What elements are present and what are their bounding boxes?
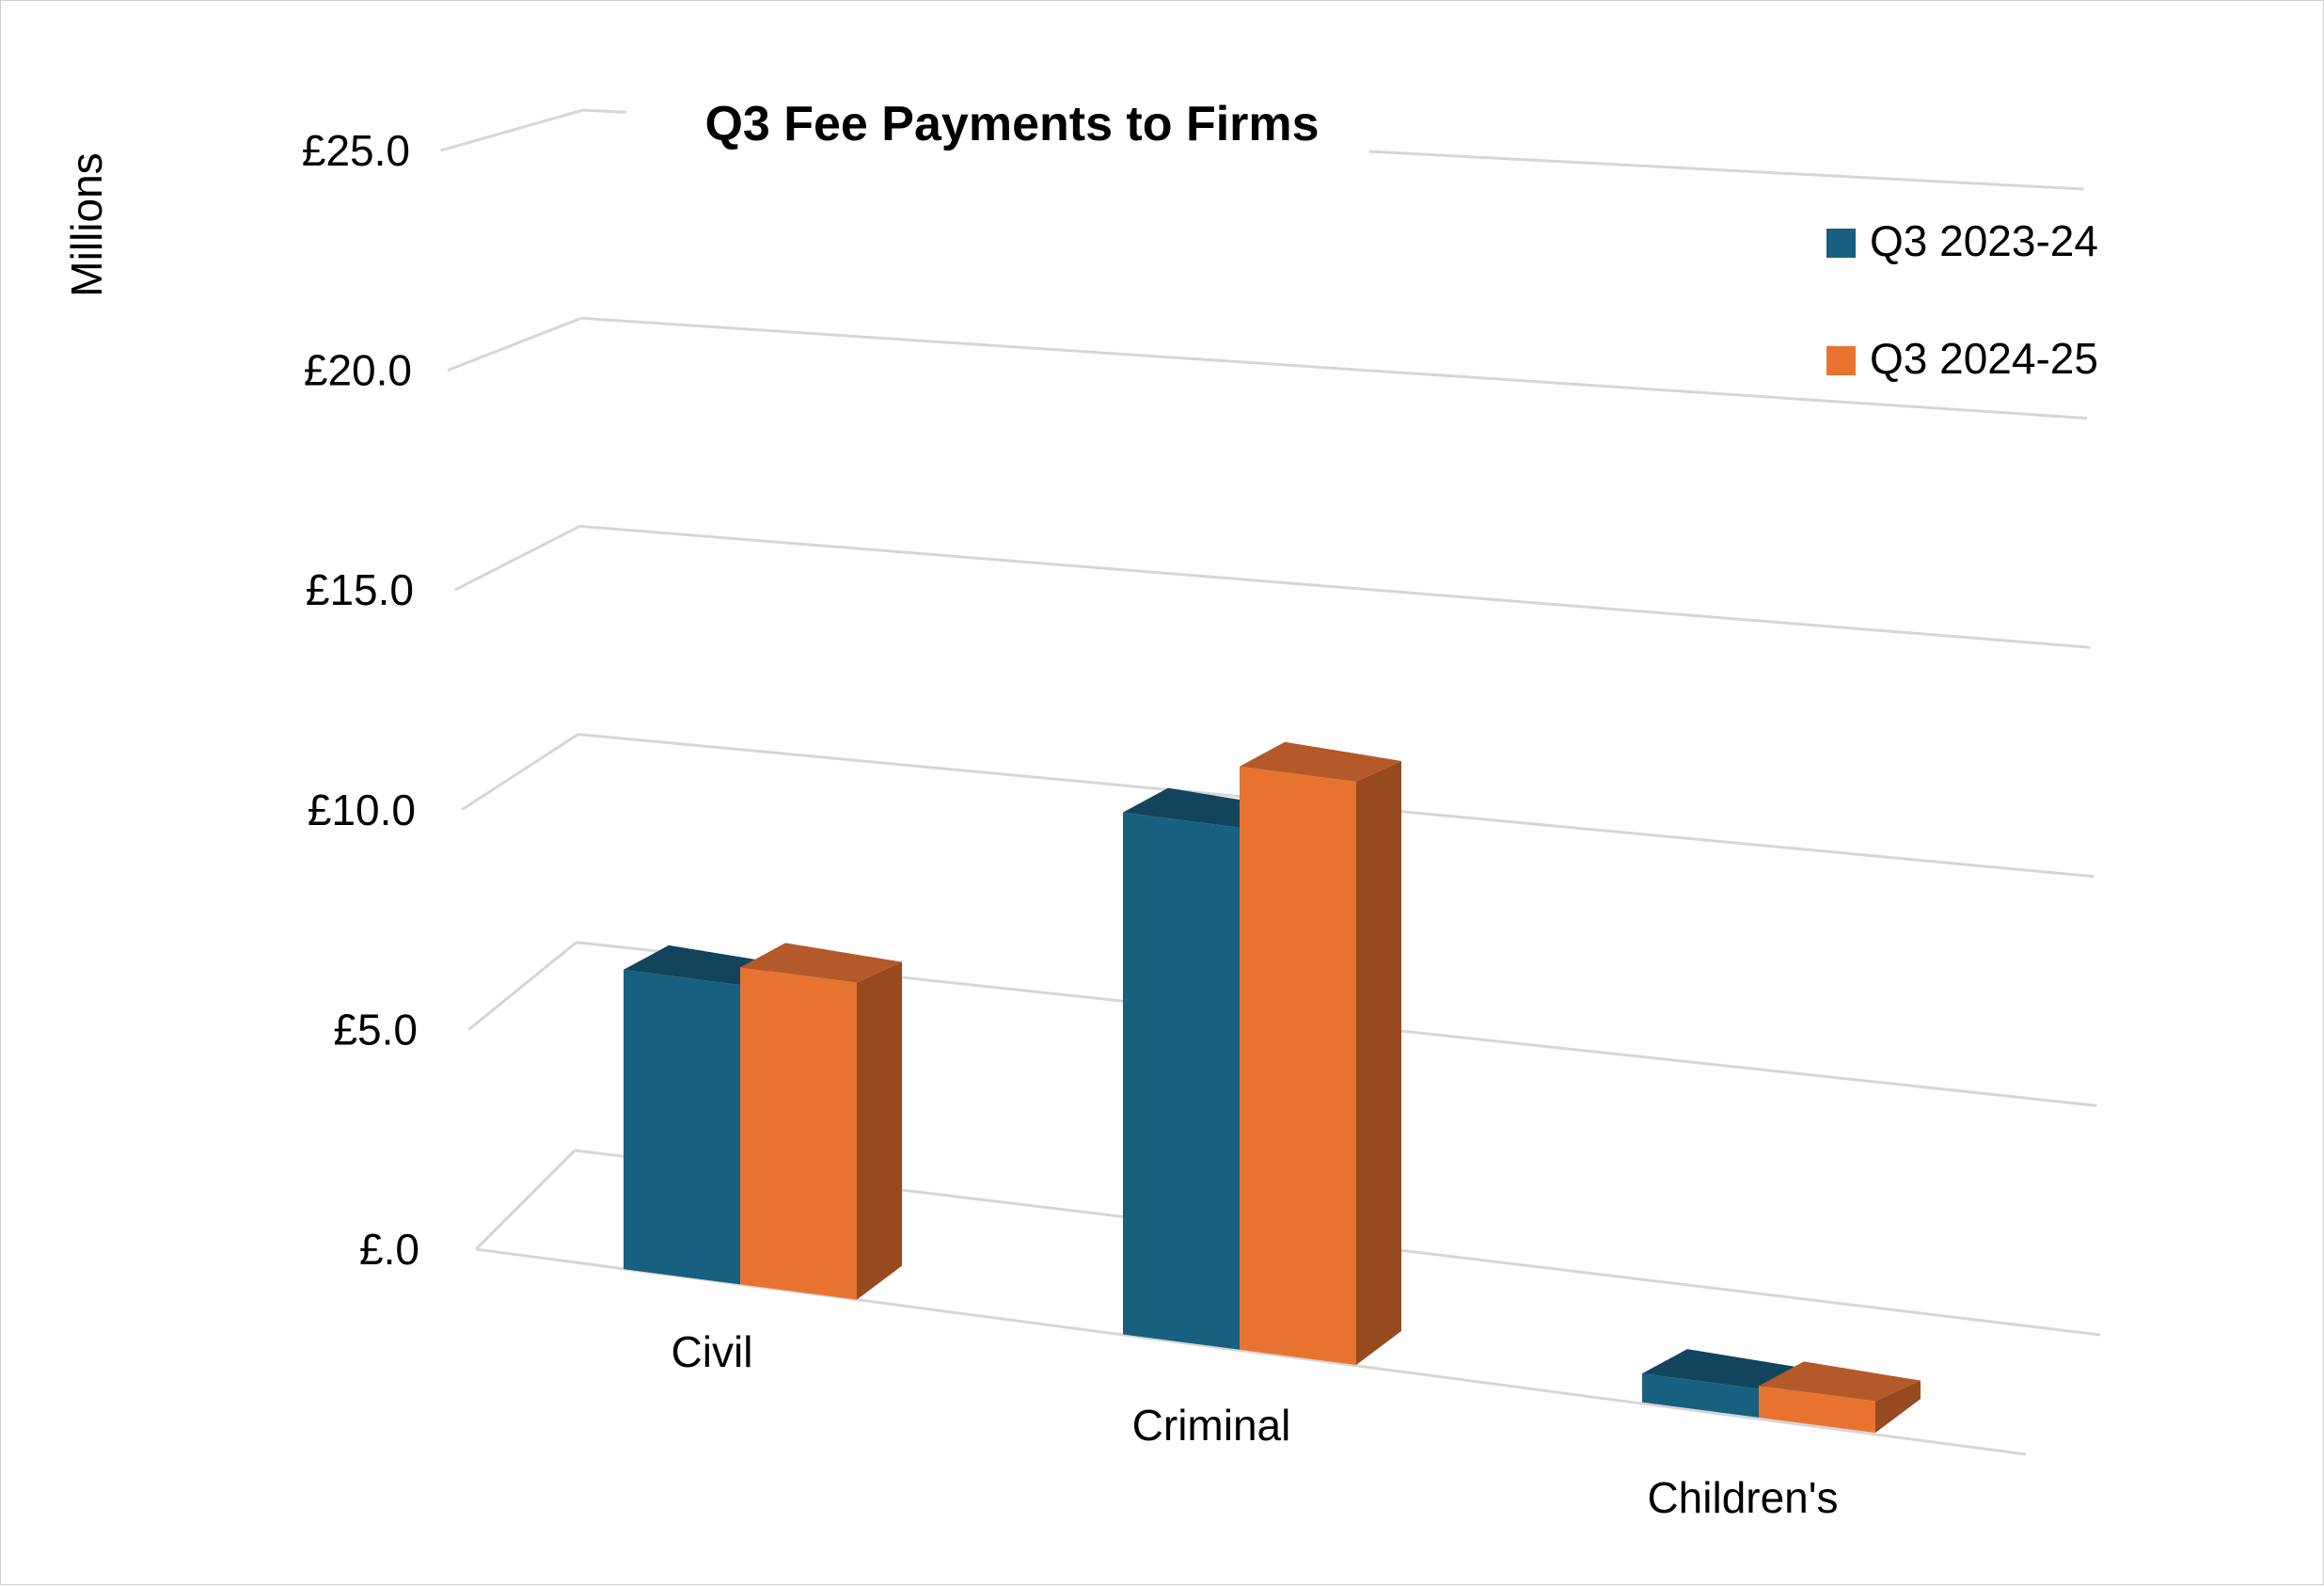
legend-swatch	[1826, 229, 1856, 258]
y-axis-unit-label: Millions	[62, 152, 111, 296]
bar-front-childrens-q3-2024-25	[1759, 1386, 1875, 1434]
side-gridline	[467, 941, 577, 1031]
side-gridline	[453, 525, 581, 592]
y-tick-label: £20.0	[304, 346, 412, 395]
chart-title-background	[626, 87, 1369, 161]
legend-label: Q3 2023-24	[1870, 216, 2098, 265]
bar-side-criminal-q3-2024-25	[1356, 760, 1401, 1365]
legend-swatch	[1826, 346, 1856, 375]
legend: Q3 2023-24 Q3 2024-25	[1826, 216, 2098, 383]
side-gridline	[440, 108, 584, 152]
bar-front-criminal-q3-2023-24	[1123, 812, 1240, 1350]
bar-front-civil-q3-2023-24	[624, 969, 740, 1285]
bar-side-childrens-q3-2024-25	[1875, 1380, 1921, 1434]
x-axis-categories: Civil Criminal Children's	[672, 1327, 1839, 1522]
side-gridline	[461, 733, 579, 812]
bars	[624, 741, 1921, 1434]
bar-side-civil-q3-2024-25	[857, 961, 902, 1300]
y-tick-label: £5.0	[333, 1005, 418, 1054]
x-category-label: Criminal	[1132, 1401, 1291, 1450]
y-tick-label: £15.0	[306, 565, 414, 614]
y-axis-ticks: £.0 £5.0 £10.0 £15.0 £20.0 £25.0	[302, 126, 419, 1274]
x-category-label: Children's	[1647, 1473, 1838, 1522]
legend-label: Q3 2024-25	[1870, 334, 2098, 383]
y-tick-label: £10.0	[308, 785, 416, 834]
x-category-label: Civil	[672, 1327, 753, 1376]
bar-front-civil-q3-2024-25	[740, 967, 857, 1300]
bar-top-civil-q3-2024-25	[740, 943, 902, 983]
side-gridline	[474, 1149, 577, 1251]
bar-top-childrens-q3-2024-25	[1759, 1361, 1921, 1402]
back-gridline	[581, 316, 2088, 420]
chart-title: Q3 Fee Payments to Firms	[704, 97, 1319, 151]
bar-top-criminal-q3-2024-25	[1240, 741, 1401, 782]
back-gridline	[579, 524, 2091, 649]
side-gridline	[447, 316, 582, 372]
y-tick-label: £.0	[359, 1225, 419, 1274]
y-tick-label: £25.0	[302, 126, 410, 175]
bar-top-childrens-q3-2023-24	[1642, 1349, 1804, 1389]
bar-front-childrens-q3-2023-24	[1642, 1373, 1759, 1418]
bar-front-criminal-q3-2024-25	[1240, 766, 1356, 1365]
